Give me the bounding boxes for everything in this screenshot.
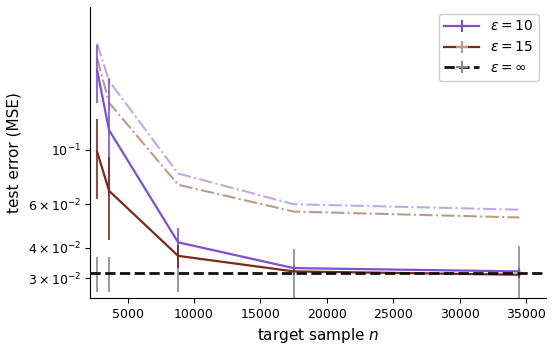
Y-axis label: test error (MSE): test error (MSE)	[7, 92, 22, 213]
Legend: $\varepsilon = 10$, $\varepsilon = 15$, $\varepsilon = \infty$: $\varepsilon = 10$, $\varepsilon = 15$, …	[439, 14, 539, 81]
X-axis label: target sample $n$: target sample $n$	[257, 326, 379, 345]
